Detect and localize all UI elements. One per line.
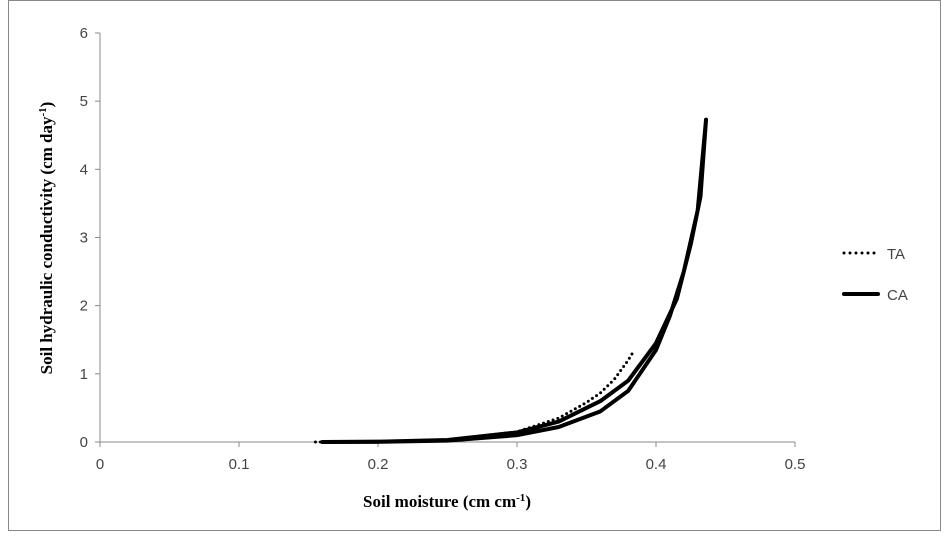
y-tick-label: 4 — [80, 161, 88, 178]
y-label-sup: -1 — [37, 107, 49, 116]
legend-label: CA — [887, 287, 908, 304]
y-label-main: Soil hydraulic conductivity (cm day — [37, 116, 56, 374]
x-tick-label: 0.2 — [368, 456, 389, 473]
chart-frame — [8, 0, 941, 531]
y-tick-label: 6 — [80, 25, 88, 42]
y-axis-label: Soil hydraulic conductivity (cm day-1) — [37, 102, 56, 375]
x-tick-label: 0.5 — [785, 456, 806, 473]
series-line — [320, 117, 709, 444]
y-tick-label: 5 — [80, 93, 88, 110]
x-axis-label: Soil moisture (cm cm-1) — [363, 492, 531, 511]
x-tick-label: 0 — [96, 456, 104, 473]
x-label-sup: -1 — [516, 492, 525, 504]
y-tick-label: 3 — [80, 230, 88, 247]
legend-label: TA — [887, 246, 905, 263]
x-tick-label: 0.4 — [646, 456, 667, 473]
x-label-end: ) — [525, 492, 531, 511]
y-tick-label: 1 — [80, 366, 88, 383]
series-line — [313, 351, 634, 444]
x-tick-label: 0.1 — [229, 456, 250, 473]
y-tick-label: 2 — [80, 298, 88, 315]
y-label-end: ) — [37, 102, 56, 108]
x-label-main: Soil moisture (cm cm — [363, 492, 516, 511]
x-tick-label: 0.3 — [507, 456, 528, 473]
y-tick-label: 0 — [80, 434, 88, 451]
